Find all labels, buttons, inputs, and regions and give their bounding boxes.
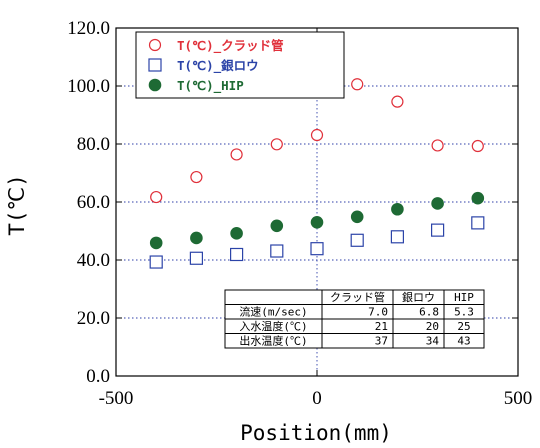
table-cell: 34 xyxy=(426,335,440,348)
table-header-cell: 銀ロウ xyxy=(402,290,435,304)
data-point xyxy=(431,223,445,237)
data-point xyxy=(390,230,404,244)
table-cell: 流速(m/sec) xyxy=(239,305,307,319)
data-point xyxy=(149,236,163,250)
table-cell: 出水温度(℃) xyxy=(239,334,307,348)
y-tick-label: 100.0 xyxy=(67,76,110,97)
legend: T(℃)_クラッド管 T(℃)_銀ロウ T(℃)_HIP xyxy=(135,31,345,99)
data-point xyxy=(150,190,163,204)
table-cell: 7.0 xyxy=(368,306,388,319)
y-axis-ticks: 0.0 20.0 40.0 60.0 80.0 100.0 120.0 xyxy=(67,18,518,387)
legend-label: T(℃)_HIP xyxy=(177,78,244,94)
x-tick-label: 0 xyxy=(312,388,322,409)
table-header-cell: クラッド管 xyxy=(330,290,385,304)
data-point xyxy=(230,247,244,262)
data-point xyxy=(230,148,243,161)
data-point xyxy=(391,202,404,216)
table-cell: 5.3 xyxy=(454,306,474,319)
data-point xyxy=(471,216,485,230)
x-axis-title: Position(mm) xyxy=(240,421,392,445)
data-point xyxy=(310,242,324,256)
data-point xyxy=(471,139,484,153)
data-point xyxy=(350,233,364,247)
data-point xyxy=(149,255,163,269)
data-point xyxy=(270,138,283,151)
data-point xyxy=(190,170,203,184)
data-point xyxy=(190,231,203,245)
data-point xyxy=(431,197,444,210)
data-point xyxy=(471,191,485,205)
data-point xyxy=(270,219,284,233)
x-tick-label: 500 xyxy=(504,388,533,409)
legend-label: T(℃)_クラッド管 xyxy=(177,38,284,54)
y-tick-label: 40.0 xyxy=(77,250,110,271)
conditions-table: クラッド管 銀ロウ HIP 流速(m/sec) 7.0 6.8 5.3 入水温度(℃) 21 20… xyxy=(224,289,485,349)
legend-label: T(℃)_銀ロウ xyxy=(177,58,259,74)
data-point xyxy=(351,78,364,91)
data-point xyxy=(391,95,404,108)
data-point xyxy=(230,227,243,240)
legend-marker xyxy=(148,38,162,52)
data-point xyxy=(189,251,203,265)
table-header-cell: HIP xyxy=(454,291,474,304)
data-point xyxy=(431,139,444,152)
data-point xyxy=(350,210,364,224)
data-point xyxy=(310,128,324,142)
y-tick-label: 80.0 xyxy=(77,134,110,155)
data-point xyxy=(310,216,324,229)
legend-marker xyxy=(148,58,162,72)
table-cell: 21 xyxy=(375,320,388,333)
table-cell: 6.8 xyxy=(419,306,439,319)
y-tick-label: 60.0 xyxy=(77,192,110,213)
table-cell: 43 xyxy=(457,335,470,348)
legend-box xyxy=(135,31,345,99)
y-tick-label: 0.0 xyxy=(86,366,110,387)
y-axis-title: T(℃) xyxy=(5,174,29,236)
table-cell: 37 xyxy=(375,335,388,348)
y-tick-label: 20.0 xyxy=(77,308,110,329)
table-cell: 入水温度(℃) xyxy=(239,319,307,333)
data-points xyxy=(149,78,485,269)
data-point xyxy=(270,244,284,258)
x-tick-label: -500 xyxy=(99,388,134,409)
x-axis-ticks: -500 0 500 xyxy=(99,28,533,409)
legend-marker xyxy=(148,78,162,92)
y-tick-label: 120.0 xyxy=(67,18,110,39)
table-cell: 25 xyxy=(457,320,470,333)
table-cell: 20 xyxy=(426,320,439,333)
